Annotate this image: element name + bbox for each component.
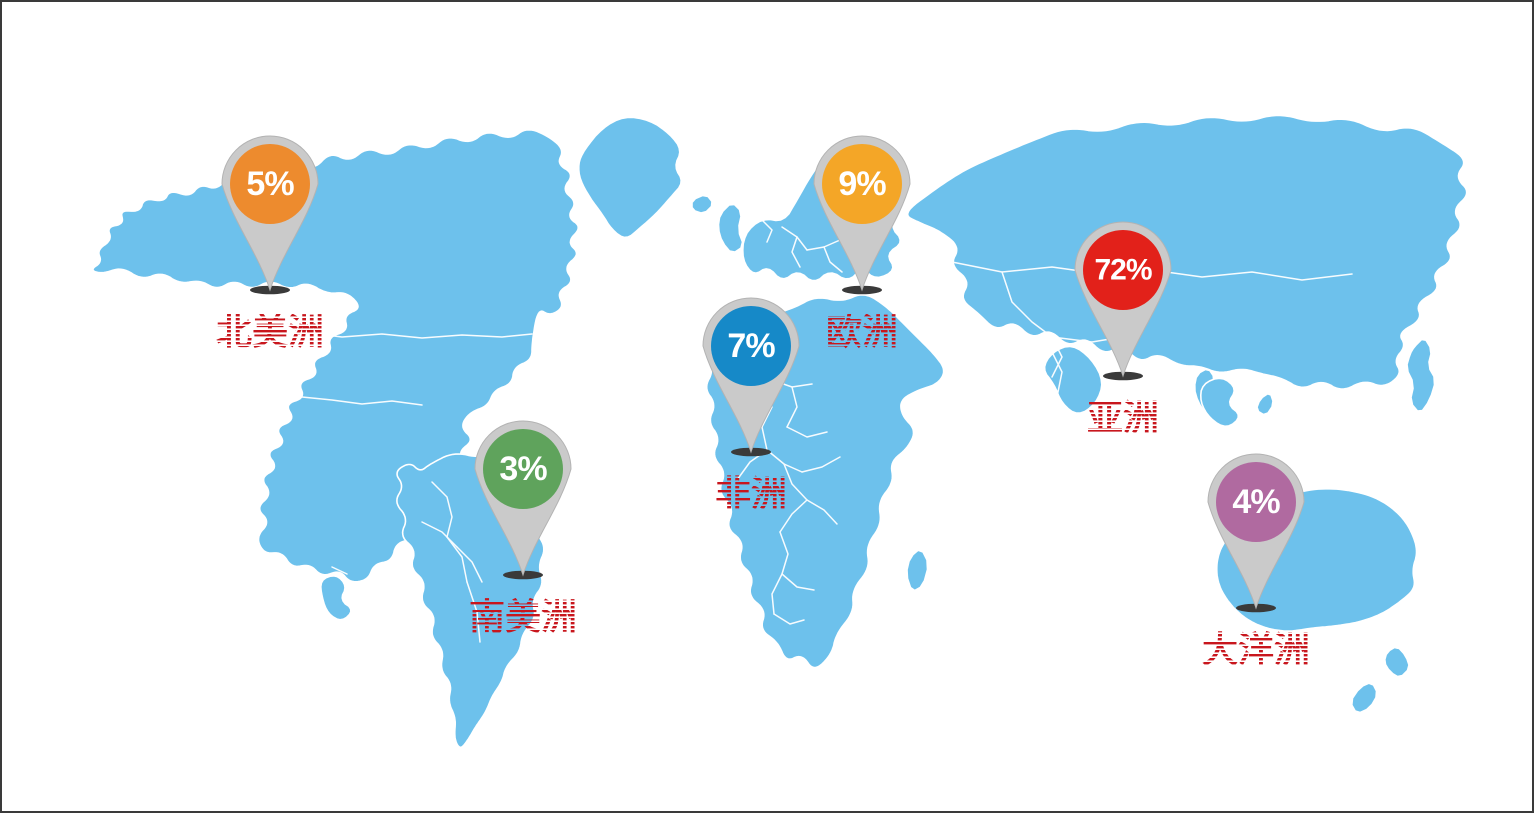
svg-text:亚洲: 亚洲 [1087,397,1159,438]
svg-text:4%: 4% [1232,483,1280,521]
svg-text:欧洲: 欧洲 [826,311,898,352]
svg-text:3%: 3% [499,450,547,488]
svg-text:9%: 9% [838,165,886,203]
svg-text:7%: 7% [727,327,775,365]
svg-text:北美洲: 北美洲 [216,311,324,352]
svg-text:72%: 72% [1094,254,1151,287]
svg-text:5%: 5% [246,165,294,203]
svg-text:非洲: 非洲 [715,473,787,514]
svg-text:南美洲: 南美洲 [469,596,577,637]
svg-text:大洋洲: 大洋洲 [1202,629,1310,670]
